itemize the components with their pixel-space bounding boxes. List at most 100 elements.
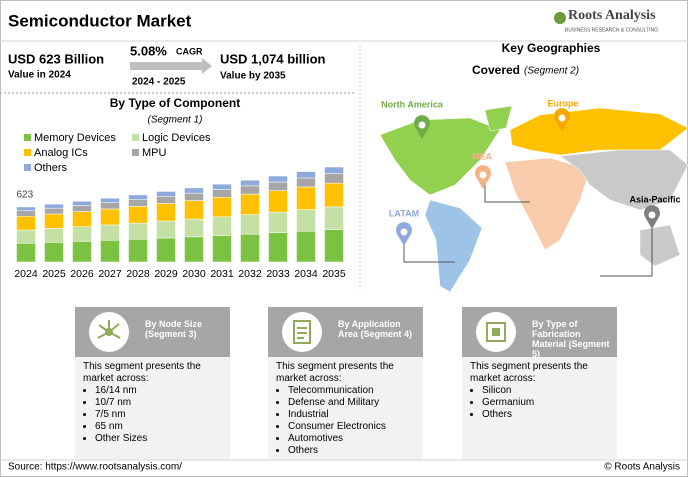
bar-segment [324, 182, 344, 208]
region-label: Europe [547, 98, 578, 108]
total-label: 623 [17, 190, 34, 201]
card-title: By Type of Fabrication Material (Segment… [532, 319, 610, 359]
legend-label: Memory Devices [34, 132, 116, 144]
source: Source: https://www.rootsanalysis.com/ [8, 462, 182, 473]
x-tick-label: 2026 [70, 268, 94, 280]
bar-segment [100, 202, 120, 210]
legend-swatch [132, 149, 139, 156]
region-north-america [379, 117, 501, 196]
bar-segment [128, 238, 148, 263]
bar-segment [44, 203, 64, 209]
item-list: SiliconGermaniumOthers [470, 385, 609, 421]
stat-label: Value by 2035 [220, 71, 286, 82]
bar-segment [44, 207, 64, 215]
bar-segment [296, 231, 316, 263]
bar-segment [16, 229, 36, 244]
list-item: Silicon [482, 385, 609, 397]
bar-segment [240, 214, 260, 235]
region-asia [559, 149, 688, 211]
card-title: By Application Area (Segment 4) [338, 319, 413, 339]
legend-label: MPU [142, 147, 167, 159]
list-item: Defense and Military [288, 397, 415, 409]
bar-segment [296, 171, 316, 179]
x-tick-label: 2024 [14, 268, 38, 280]
bar-segment [268, 181, 288, 191]
bar-segment [212, 189, 232, 198]
bar-segment [268, 175, 288, 183]
geo-subtitle: Covered [472, 63, 520, 77]
list-item: 7/5 nm [95, 409, 222, 421]
bar-segment [324, 166, 344, 174]
bar-segment [128, 199, 148, 207]
card-intro: This segment presents the market across: [276, 361, 394, 384]
bar-segment [296, 186, 316, 210]
region-europe [509, 107, 688, 156]
bar-segment [156, 191, 176, 197]
legend-swatch [132, 134, 139, 141]
bar-segment [16, 206, 36, 212]
bar-segment [212, 216, 232, 236]
icon [282, 312, 322, 352]
bar-segment [184, 187, 204, 194]
card-intro: This segment presents the market across: [83, 361, 201, 384]
bar-segment [100, 197, 120, 203]
bar-segment [156, 220, 176, 239]
pin-dot [400, 228, 408, 236]
leader-line [484, 180, 530, 203]
page-title: Semiconductor Market [8, 11, 192, 30]
bar-segment [100, 240, 120, 263]
bar-segment [268, 190, 288, 213]
icon [89, 312, 129, 352]
bar-segment [156, 237, 176, 263]
bar-segment [240, 179, 260, 187]
bar-segment [296, 209, 316, 232]
region-latam [424, 199, 483, 293]
bar-segment [100, 224, 120, 241]
bar-segment [44, 213, 64, 229]
pin-dot [479, 171, 487, 179]
x-tick-label: 2031 [210, 268, 234, 280]
bar-segment [184, 236, 204, 263]
bar-segment [156, 203, 176, 222]
pin-dot [648, 211, 656, 219]
region-australia [639, 224, 681, 267]
card-header: By Type of Fabrication Material (Segment… [462, 307, 617, 359]
list-item: Telecommunication [288, 385, 415, 397]
chart-title: By Type of Component [110, 96, 240, 110]
leader-line [600, 222, 653, 277]
stat-value: 5.08% [130, 43, 167, 58]
region-greenland [484, 105, 513, 132]
bar-segment [72, 211, 92, 228]
bar-segment [240, 185, 260, 195]
card-header: By Application Area (Segment 4) [268, 307, 423, 357]
bar-segment [100, 208, 120, 226]
stat-unit: CAGR [176, 46, 203, 56]
bar-segment [44, 242, 64, 263]
bar-segment [16, 210, 36, 217]
logo-icon [554, 12, 566, 24]
region-label: LATAM [389, 208, 419, 218]
x-tick-label: 2025 [42, 268, 66, 280]
world-map [379, 105, 688, 293]
bar-segment [184, 200, 204, 220]
x-tick-label: 2035 [322, 268, 346, 280]
bar-segment [72, 205, 92, 212]
segment-card: By Application Area (Segment 4) This seg… [268, 307, 423, 459]
region-label: Asia-Pacific [629, 194, 680, 204]
legend-swatch [24, 134, 31, 141]
arrow [130, 58, 212, 74]
geo-title: Key Geographies [502, 41, 601, 55]
item-list: TelecommunicationDefense and MilitaryInd… [276, 385, 415, 457]
bar-segment [212, 235, 232, 263]
list-item: 10/7 nm [95, 397, 222, 409]
bar-segment [72, 201, 92, 206]
bar-segment [184, 192, 204, 201]
bar-segment [72, 226, 92, 242]
list-item: Others [288, 445, 415, 457]
pin-dot [558, 114, 566, 122]
card-body: This segment presents the market across:… [75, 357, 230, 459]
region-label: North America [381, 99, 444, 109]
x-tick-label: 2030 [182, 268, 206, 280]
bar-segment [128, 194, 148, 200]
card-intro: This segment presents the market across: [470, 361, 588, 384]
